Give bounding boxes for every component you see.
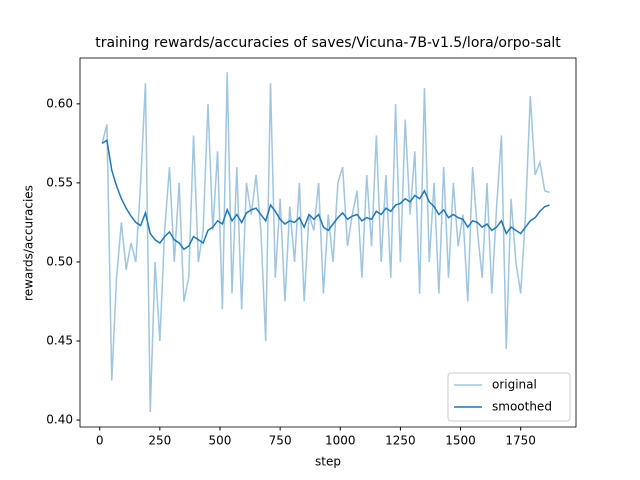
y-tick-label: 0.60	[46, 96, 73, 110]
x-tick-label: 1000	[325, 434, 356, 448]
x-tick-label: 0	[96, 434, 104, 448]
x-tick-label: 1250	[385, 434, 416, 448]
y-tick-label: 0.55	[46, 175, 73, 189]
line-series	[101, 72, 550, 413]
x-tick-label: 1750	[505, 434, 536, 448]
y-tick-label: 0.40	[46, 413, 73, 427]
x-tick-label: 500	[209, 434, 232, 448]
y-axis-label: rewards/accuracies	[22, 185, 36, 301]
x-tick-label: 750	[269, 434, 292, 448]
x-tick-label: 250	[148, 434, 171, 448]
line-series	[101, 138, 550, 251]
x-tick-label: 1500	[445, 434, 476, 448]
legend-label: smoothed	[492, 400, 552, 414]
y-tick-label: 0.50	[46, 254, 73, 268]
plot-frame	[79, 57, 577, 428]
x-axis-label: step	[315, 455, 341, 469]
chart-title: training rewards/accuracies of saves/Vic…	[95, 35, 561, 51]
legend-label: original	[492, 378, 537, 392]
y-tick-label: 0.45	[46, 333, 73, 347]
